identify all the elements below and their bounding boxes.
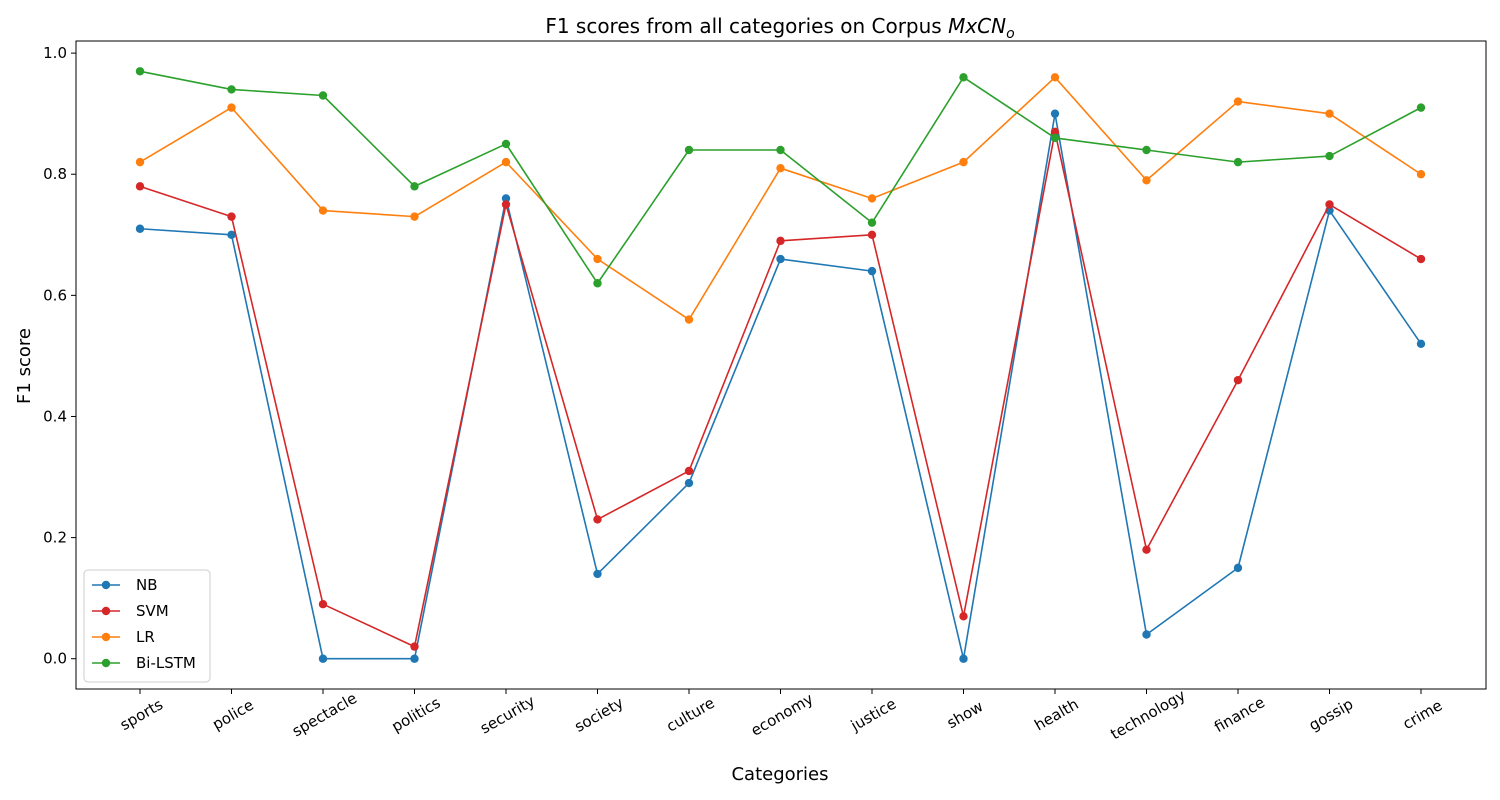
y-tick-label-5: 1.0 (43, 44, 67, 62)
data-point-1-13 (1325, 200, 1334, 209)
data-point-1-7 (776, 236, 785, 246)
data-point-2-8 (867, 194, 877, 203)
data-point-0-11 (1142, 630, 1151, 639)
data-point-3-7 (776, 145, 785, 155)
data-point-1-6 (684, 466, 694, 476)
legend-marker-3 (101, 658, 111, 668)
data-point-3-12 (1233, 157, 1243, 167)
data-point-2-4 (501, 157, 511, 167)
data-point-0-6 (684, 478, 694, 488)
y-tick-label-1: 0.2 (43, 529, 67, 547)
data-point-2-10 (1050, 73, 1060, 82)
data-point-1-12 (1233, 375, 1243, 385)
data-point-3-14 (1416, 103, 1426, 112)
data-point-3-5 (593, 279, 602, 288)
data-point-3-3 (410, 182, 419, 191)
data-point-1-5 (593, 515, 602, 524)
data-point-1-9 (959, 612, 968, 621)
data-point-3-1 (227, 85, 236, 94)
data-point-0-3 (410, 654, 419, 663)
legend-marker-2 (101, 632, 111, 642)
data-point-2-3 (410, 212, 419, 221)
data-point-0-4 (501, 194, 511, 203)
data-point-3-0 (135, 67, 145, 76)
legend-label-2: LR (136, 628, 155, 646)
legend-label-1: SVM (136, 602, 169, 620)
data-point-3-11 (1142, 145, 1151, 155)
data-point-3-4 (501, 139, 511, 149)
data-point-2-6 (684, 315, 694, 324)
data-point-0-5 (593, 569, 602, 579)
data-point-1-10 (1050, 127, 1060, 137)
data-point-2-12 (1233, 97, 1243, 106)
data-point-3-10 (1050, 133, 1060, 143)
data-point-1-11 (1142, 545, 1151, 554)
legend-label-3: Bi-LSTM (136, 654, 196, 672)
data-point-0-0 (135, 224, 145, 233)
data-point-0-2 (318, 654, 328, 663)
legend-marker-1 (101, 606, 111, 616)
legend-marker-0 (101, 580, 111, 590)
y-axis-title: F1 score (14, 328, 35, 404)
data-point-0-10 (1050, 109, 1060, 118)
data-point-0-1 (227, 230, 236, 239)
data-point-1-3 (410, 642, 419, 651)
data-point-2-13 (1325, 109, 1334, 118)
data-point-1-0 (135, 182, 145, 191)
data-point-2-0 (135, 157, 145, 167)
data-point-3-6 (684, 145, 694, 155)
data-point-2-2 (318, 206, 328, 215)
data-point-3-9 (959, 73, 968, 82)
y-tick-label-2: 0.4 (43, 407, 67, 425)
y-tick-label-3: 0.6 (43, 286, 67, 304)
data-point-0-14 (1416, 339, 1426, 348)
data-point-0-8 (867, 266, 877, 276)
data-point-0-9 (959, 654, 968, 663)
data-point-2-14 (1416, 170, 1426, 179)
data-point-2-5 (593, 254, 602, 264)
y-tick-label-4: 0.8 (43, 165, 67, 183)
legend-label-0: NB (136, 576, 158, 594)
legend-box (83, 569, 211, 683)
data-point-2-1 (227, 103, 236, 112)
data-point-1-2 (318, 600, 328, 609)
data-point-2-11 (1142, 176, 1151, 185)
chart-title: F1 scores from all categories on Corpus … (545, 14, 1014, 42)
data-point-3-8 (867, 218, 877, 227)
data-point-1-14 (1416, 254, 1426, 264)
x-axis-title: Categories (731, 764, 828, 785)
data-point-1-4 (501, 200, 511, 209)
data-point-1-8 (867, 230, 877, 239)
data-point-3-13 (1325, 151, 1334, 161)
data-point-2-7 (776, 163, 785, 173)
data-point-1-1 (227, 212, 236, 221)
data-point-2-9 (959, 157, 968, 167)
data-point-3-2 (318, 91, 328, 100)
legend: NB SVM LR Bi-LSTM (83, 569, 211, 683)
y-tick-label-0: 0.0 (43, 650, 67, 668)
data-point-0-12 (1233, 563, 1243, 573)
data-point-0-7 (776, 254, 785, 264)
